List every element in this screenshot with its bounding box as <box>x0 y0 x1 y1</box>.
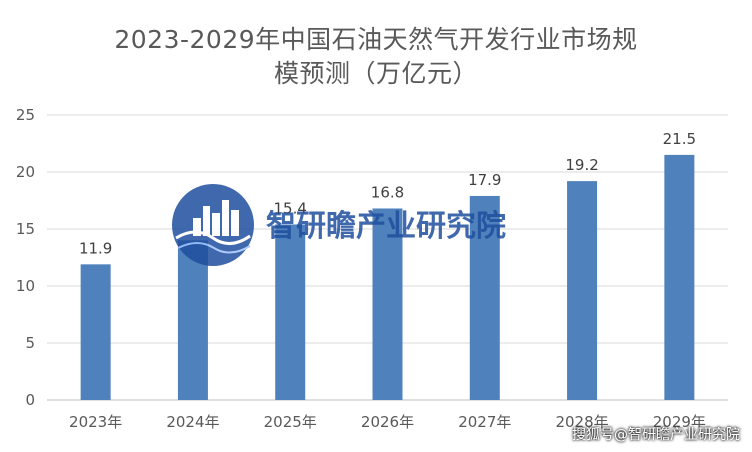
y-tick-label: 15 <box>16 220 35 238</box>
x-tick-label: 2025年 <box>264 413 317 431</box>
x-tick-label: 2023年 <box>69 413 122 431</box>
logo-building-icon <box>203 206 210 236</box>
y-tick-label: 25 <box>16 106 35 124</box>
bar <box>275 224 306 400</box>
logo-building-icon <box>231 210 239 236</box>
x-tick-label: 2028年 <box>555 413 608 431</box>
data-label: 15.4 <box>274 199 307 217</box>
bar <box>664 154 695 400</box>
logo-building-icon <box>212 213 220 236</box>
data-label: 11.9 <box>79 239 112 257</box>
data-label: 16.8 <box>371 183 404 201</box>
logo-wave-icon <box>175 230 251 245</box>
logo-building-icon <box>193 218 201 236</box>
bar <box>177 240 208 400</box>
chart-title-line-1: 2023-2029年中国石油天然气开发行业市场规 <box>114 25 638 54</box>
bar <box>567 181 598 400</box>
logo-wave-icon <box>177 242 251 254</box>
x-tick-label: 2029年 <box>653 413 706 431</box>
chart-title-line-2: 模预测（万亿元） <box>273 59 478 88</box>
logo-building-icon <box>222 200 229 236</box>
x-tick-label: 2026年 <box>361 413 414 431</box>
x-tick-label: 2024年 <box>166 413 219 431</box>
data-label: 17.9 <box>468 171 501 189</box>
data-label: 19.2 <box>565 156 598 174</box>
bar <box>80 264 111 400</box>
y-tick-label: 10 <box>16 277 35 295</box>
x-tick-label: 2027年 <box>458 413 511 431</box>
y-tick-label: 0 <box>25 391 35 409</box>
source-footer: 搜狐号@智研瞻产业研究院 <box>572 427 740 443</box>
y-tick-label: 20 <box>16 163 35 181</box>
watermark-text: 智研瞻产业研究院 <box>266 209 506 244</box>
y-tick-label: 5 <box>25 334 35 352</box>
bar <box>372 208 403 400</box>
data-label: 21.5 <box>663 130 696 148</box>
watermark-logo: 智研瞻产业研究院 <box>172 184 506 266</box>
bar <box>469 195 500 400</box>
